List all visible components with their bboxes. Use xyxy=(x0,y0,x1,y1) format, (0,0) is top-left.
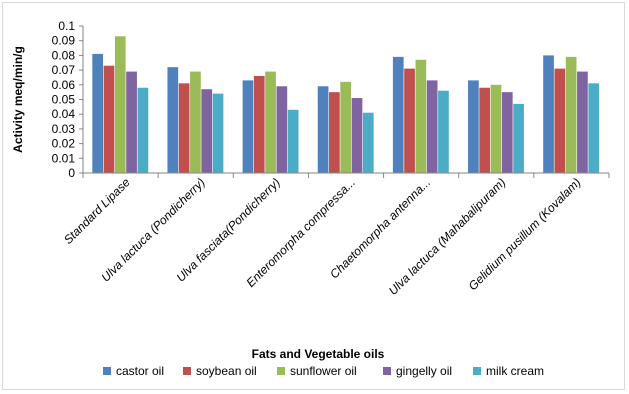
y-tick-label: 0.02 xyxy=(52,137,76,151)
bar-sunflower-oil-standard-lipase xyxy=(114,36,126,173)
bar-castor-oil-enteromorpha-compressa xyxy=(317,86,329,173)
axes xyxy=(82,26,610,178)
bar-castor-oil-standard-lipase xyxy=(92,53,104,173)
x-axis-title: Fats and Vegetable oils xyxy=(252,347,385,361)
bar-castor-oil-ulva-fasciata-pondicherry xyxy=(242,80,254,173)
legend-label-castor-oil: castor oil xyxy=(116,364,164,378)
bar-sunflower-oil-ulva-fasciata-pondicherry xyxy=(265,71,276,173)
bar-gingelly-oil-ulva-fasciata-pondicherry xyxy=(276,86,288,173)
bar-sunflower-oil-gelidium-pusillum-kovalam xyxy=(565,56,577,174)
y-tick-label: 0.04 xyxy=(52,107,76,121)
bar-gingelly-oil-enteromorpha-compressa xyxy=(351,98,363,173)
bars xyxy=(92,36,600,174)
legend-swatch-sunflower-oil xyxy=(277,367,285,375)
bar-gingelly-oil-standard-lipase xyxy=(126,71,137,173)
bar-milk-cream-chaetomorpha-antenna xyxy=(438,90,449,173)
bar-gingelly-oil-chaetomorpha-antenna xyxy=(426,80,438,173)
bar-sunflower-oil-chaetomorpha-antenna xyxy=(415,59,427,174)
bar-soybean-oil-gelidium-pusillum-kovalam xyxy=(554,68,566,173)
bar-soybean-oil-enteromorpha-compressa xyxy=(329,92,340,173)
x-category-label: Standard Lipase xyxy=(61,175,133,247)
bar-chart: 00.010.020.030.040.050.060.070.080.090.1… xyxy=(11,19,610,378)
bar-castor-oil-ulva-lactuca-mahabalipuram xyxy=(468,80,479,173)
y-tick-label: 0.06 xyxy=(52,78,76,92)
legend: castor oil soybean oil sunflower oil gingel… xyxy=(103,364,544,378)
bar-milk-cream-ulva-lactuca-pondicherry xyxy=(212,93,224,173)
legend-swatch-milk-cream xyxy=(473,367,481,375)
legend-swatch-soybean-oil xyxy=(183,367,191,375)
bar-milk-cream-ulva-lactuca-mahabalipuram xyxy=(513,103,524,173)
bar-castor-oil-gelidium-pusillum-kovalam xyxy=(543,55,554,173)
legend-swatch-castor-oil xyxy=(103,367,111,375)
legend-swatch-gingelly-oil xyxy=(383,367,391,375)
bar-castor-oil-chaetomorpha-antenna xyxy=(392,56,404,174)
bar-castor-oil-ulva-lactuca-pondicherry xyxy=(167,67,179,173)
legend-label-milk-cream: milk cream xyxy=(486,364,544,378)
bar-soybean-oil-ulva-lactuca-pondicherry xyxy=(178,83,190,173)
bar-sunflower-oil-enteromorpha-compressa xyxy=(340,81,352,173)
y-tick-label: 0.08 xyxy=(52,48,76,62)
bar-gingelly-oil-gelidium-pusillum-kovalam xyxy=(577,71,588,173)
chart-frame: 0 0.01 0.02 0.03 0.04 0.05 0.06 0.07 0.08 0.09 0.1… xyxy=(2,2,625,390)
bar-gingelly-oil-ulva-lactuca-mahabalipuram xyxy=(501,92,513,173)
legend-label-soybean-oil: soybean oil xyxy=(196,364,257,378)
y-tick-label: 0.07 xyxy=(52,63,76,77)
bar-gingelly-oil-ulva-lactuca-pondicherry xyxy=(201,89,213,173)
y-axis-title: Activity meq/min/g xyxy=(11,46,25,153)
bar-milk-cream-gelidium-pusillum-kovalam xyxy=(588,83,600,173)
bar-milk-cream-standard-lipase xyxy=(137,87,149,173)
y-tick-label: 0.03 xyxy=(52,122,76,136)
legend-label-sunflower-oil: sunflower oil xyxy=(290,364,357,378)
y-tick-label: 0.05 xyxy=(52,93,76,107)
y-tick-label: 0.09 xyxy=(52,34,76,48)
y-tick-label: 0 xyxy=(68,166,75,180)
bar-soybean-oil-ulva-lactuca-mahabalipuram xyxy=(479,87,491,173)
bar-soybean-oil-ulva-fasciata-pondicherry xyxy=(253,75,265,173)
bar-soybean-oil-chaetomorpha-antenna xyxy=(404,68,415,173)
bar-milk-cream-ulva-fasciata-pondicherry xyxy=(287,109,299,173)
bar-sunflower-oil-ulva-lactuca-mahabalipuram xyxy=(490,84,502,173)
legend-label-gingelly-oil: gingelly oil xyxy=(396,364,452,378)
y-tick-label: 0.01 xyxy=(52,151,76,165)
bar-sunflower-oil-ulva-lactuca-pondicherry xyxy=(190,71,201,173)
y-tick-label: 0.1 xyxy=(58,19,75,33)
bar-soybean-oil-standard-lipase xyxy=(103,65,115,173)
y-axis-ticks: 00.010.020.030.040.050.060.070.080.090.1 xyxy=(52,19,83,180)
bar-milk-cream-enteromorpha-compressa xyxy=(362,112,374,173)
